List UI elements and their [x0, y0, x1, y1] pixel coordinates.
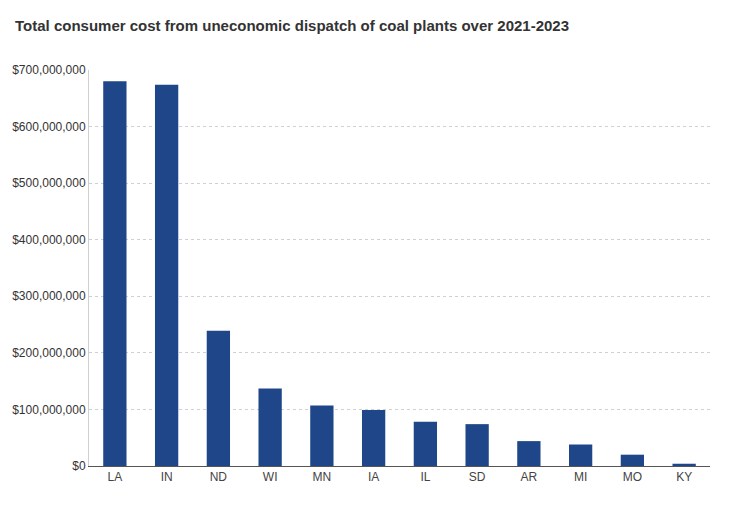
- svg-text:IA: IA: [368, 470, 379, 484]
- svg-text:$700,000,000: $700,000,000: [12, 63, 86, 77]
- svg-text:MI: MI: [574, 470, 587, 484]
- svg-text:Total consumer cost from uneco: Total consumer cost from uneconomic disp…: [15, 17, 569, 34]
- svg-text:IN: IN: [161, 470, 173, 484]
- svg-text:AR: AR: [521, 470, 538, 484]
- svg-text:MN: MN: [313, 470, 332, 484]
- svg-text:KY: KY: [676, 470, 692, 484]
- svg-text:MO: MO: [623, 470, 642, 484]
- svg-text:$400,000,000: $400,000,000: [12, 233, 86, 247]
- svg-text:$100,000,000: $100,000,000: [12, 403, 86, 417]
- svg-text:IL: IL: [420, 470, 430, 484]
- svg-text:$600,000,000: $600,000,000: [12, 120, 86, 134]
- svg-text:WI: WI: [263, 470, 278, 484]
- svg-text:$200,000,000: $200,000,000: [12, 346, 86, 360]
- svg-text:ND: ND: [210, 470, 228, 484]
- svg-text:$300,000,000: $300,000,000: [12, 289, 86, 303]
- svg-text:LA: LA: [108, 470, 123, 484]
- svg-text:$0: $0: [72, 459, 86, 473]
- svg-text:SD: SD: [469, 470, 486, 484]
- svg-text:$500,000,000: $500,000,000: [12, 176, 86, 190]
